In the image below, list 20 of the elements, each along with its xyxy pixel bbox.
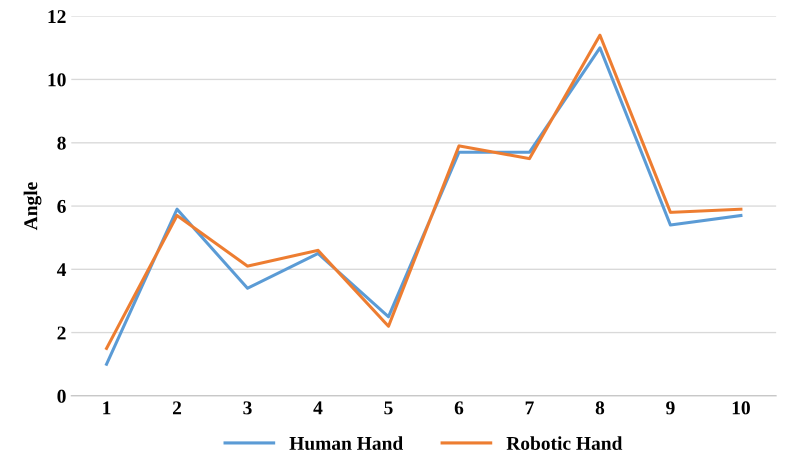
x-tick-label: 4 bbox=[313, 401, 322, 414]
x-tick-label: 6 bbox=[454, 401, 464, 414]
y-tick-label: 8 bbox=[57, 136, 66, 150]
x-tick-label: 9 bbox=[666, 401, 675, 414]
y-tick-label: 4 bbox=[56, 263, 66, 276]
x-tick-label: 1 bbox=[103, 401, 110, 414]
y-tick-label: 10 bbox=[48, 73, 66, 86]
legend-label: Robotic Hand bbox=[506, 436, 622, 450]
x-tick-label: 2 bbox=[172, 401, 182, 414]
x-tick-label: 8 bbox=[596, 401, 604, 414]
legend-label: Human Hand bbox=[290, 436, 403, 450]
y-tick-label: 12 bbox=[48, 10, 66, 23]
x-tick-label: 7 bbox=[526, 401, 534, 414]
x-tick-label: 5 bbox=[384, 401, 393, 414]
y-tick-label: 2 bbox=[58, 326, 66, 340]
y-tick-label: 6 bbox=[57, 200, 66, 213]
y-tick-label: 0 bbox=[57, 390, 66, 403]
x-tick-label: 10 bbox=[732, 401, 750, 414]
y-axis-title: Angle bbox=[24, 182, 42, 230]
x-tick-label: 3 bbox=[243, 401, 252, 414]
